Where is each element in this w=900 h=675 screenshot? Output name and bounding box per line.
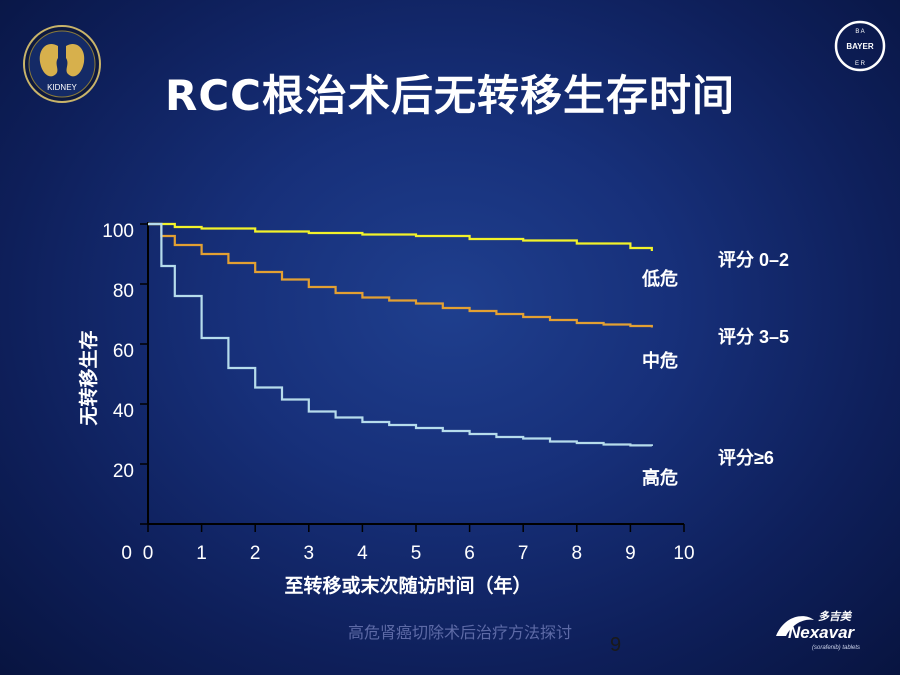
x-tick-label: 8: [572, 543, 583, 564]
chart-lines: [148, 222, 653, 447]
nexavar-text: Nexavar: [788, 623, 856, 642]
series-line-2: [148, 222, 653, 328]
nexavar-logo: 多吉美 Nexavar (sorafenib) tablets: [776, 610, 860, 651]
chart-labels: 低危 评分 0–2 中危 评分 3–5 高危 评分≥6: [641, 250, 789, 488]
nexavar-cn-text: 多吉美: [818, 610, 853, 623]
x-tick-label: 3: [304, 543, 315, 564]
x-tick-label: 7: [518, 543, 529, 564]
chart-axes: [147, 222, 684, 525]
bayer-logo: BAYER B A E R: [834, 20, 886, 72]
y-tick-label: 0: [121, 543, 132, 564]
y-tick-label: 20: [113, 461, 134, 482]
x-tick-label: 0: [143, 543, 154, 564]
svg-text:B A: B A: [855, 29, 864, 35]
y-tick-label: 60: [113, 341, 134, 362]
x-tick-label: 9: [625, 543, 636, 564]
x-tick-label: 4: [357, 543, 368, 564]
x-tick-label: 10: [673, 543, 694, 564]
x-tick-label: 2: [250, 543, 261, 564]
footer-note: 高危肾癌切除术后治疗方法探讨: [347, 623, 572, 642]
nexavar-sub-text: (sorafenib) tablets: [812, 645, 860, 651]
score-label: 评分 0–2: [718, 250, 789, 270]
page-number: 9: [610, 634, 622, 656]
x-tick-label: 6: [464, 543, 475, 564]
bayer-logo-text: BAYER: [846, 42, 873, 51]
kidney-logo-text: KIDNEY: [47, 83, 77, 92]
y-axis-label: 无转移生存: [77, 330, 100, 425]
x-tick-label: 1: [196, 543, 207, 564]
series-line-1: [148, 222, 653, 251]
x-axis-label: 至转移或末次随访时间（年）: [284, 574, 531, 597]
page-title: RCC根治术后无转移生存时间: [165, 71, 735, 120]
kidney-logo: KIDNEY: [23, 25, 101, 103]
y-tick-label: 100: [102, 221, 134, 242]
risk-label: 低危: [641, 268, 678, 289]
svg-text:E R: E R: [855, 61, 866, 67]
score-label: 评分 3–5: [718, 327, 789, 347]
score-label: 评分≥6: [718, 448, 774, 468]
x-tick-label: 5: [411, 543, 422, 564]
y-tick-label: 80: [113, 281, 134, 302]
series-line-3: [148, 222, 653, 447]
risk-label: 高危: [642, 467, 678, 488]
y-tick-label: 40: [113, 401, 134, 422]
risk-label: 中危: [642, 350, 678, 371]
